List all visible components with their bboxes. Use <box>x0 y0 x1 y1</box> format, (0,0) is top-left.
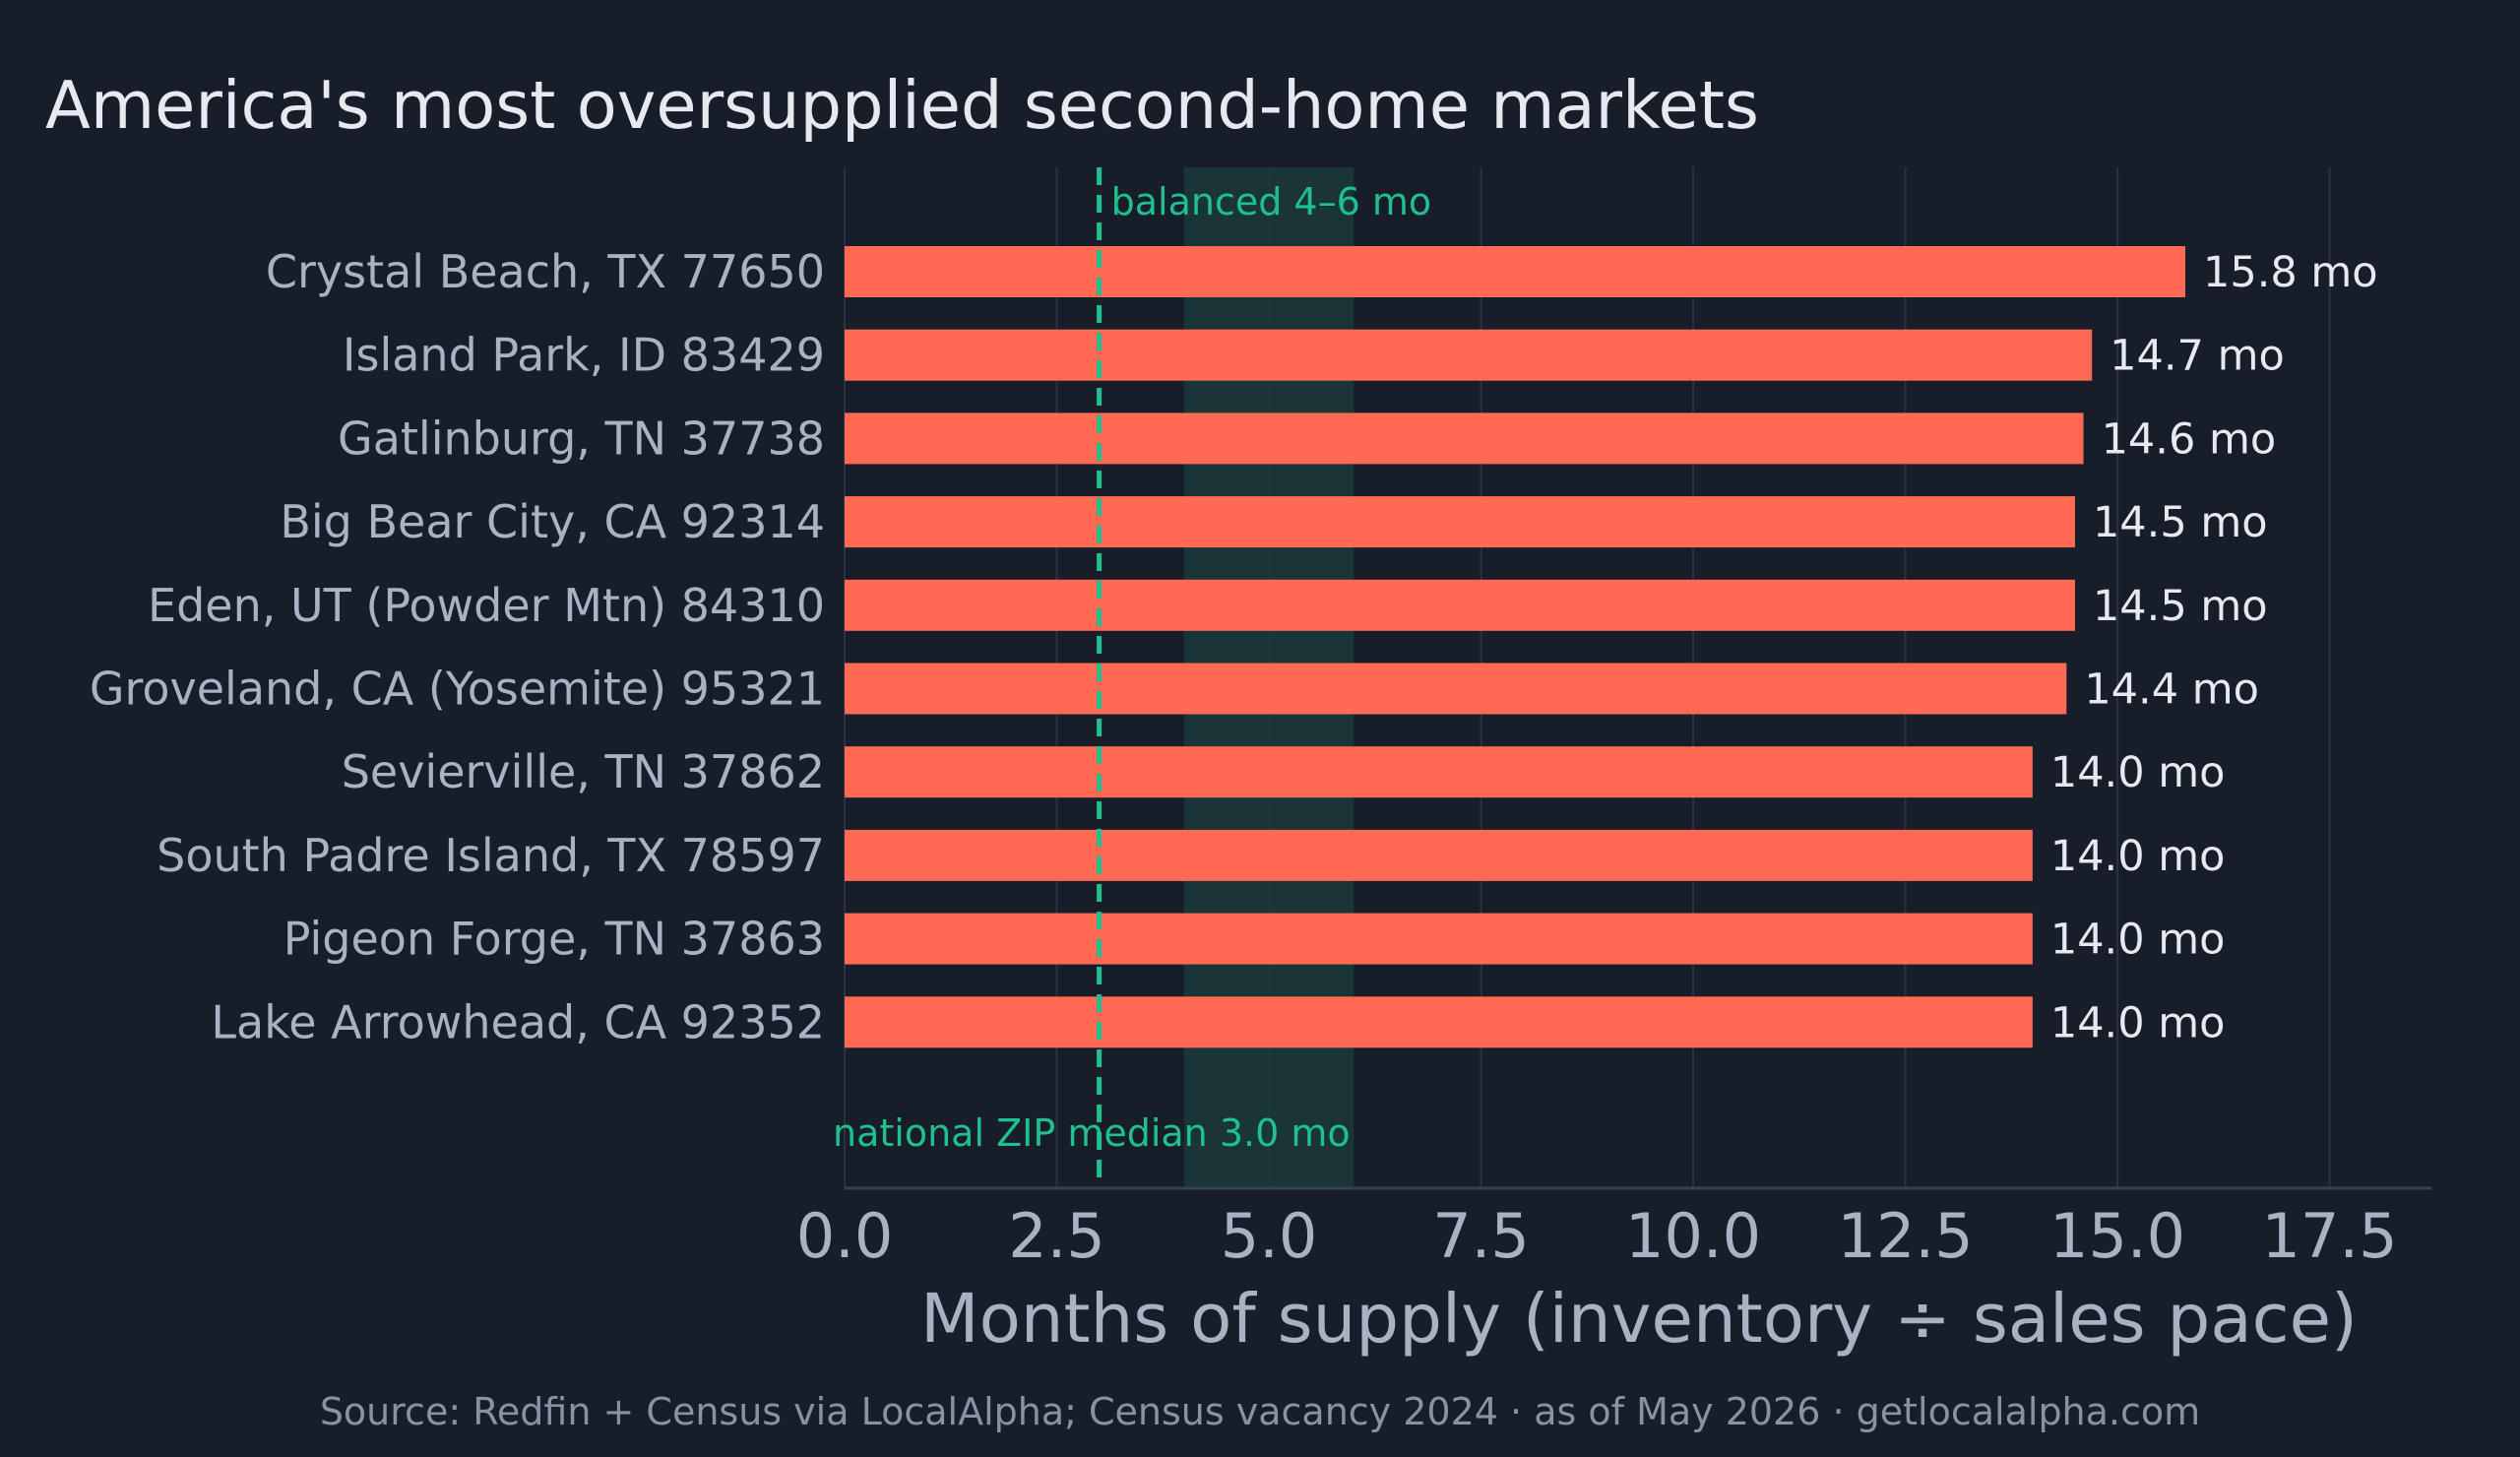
bar <box>845 496 2075 548</box>
value-label: 14.5 mo <box>2093 498 2268 547</box>
category-label: Crystal Beach, TX 77650 <box>266 245 825 298</box>
value-label: 14.0 mo <box>2050 832 2226 881</box>
value-label: 15.8 mo <box>2203 248 2378 297</box>
bar-row: South Padre Island, TX 78597 14.0 mo <box>157 829 2225 882</box>
bar-row: Big Bear City, CA 92314 14.5 mo <box>280 495 2267 548</box>
x-tick-label: 17.5 <box>2262 1200 2398 1272</box>
source-note: Source: Redfin + Census via LocalAlpha; … <box>320 1390 2200 1433</box>
category-label: Eden, UT (Powder Mtn) 84310 <box>148 579 825 632</box>
value-label: 14.0 mo <box>2050 998 2226 1047</box>
value-label: 14.5 mo <box>2093 582 2268 631</box>
value-label: 14.0 mo <box>2050 748 2226 797</box>
bar-row: Crystal Beach, TX 77650 15.8 mo <box>266 245 2378 298</box>
x-tick-label: 7.5 <box>1432 1200 1530 1272</box>
median-reference-label: national ZIP median 3.0 mo <box>833 1111 1351 1155</box>
x-tick-label: 12.5 <box>1838 1200 1974 1272</box>
category-label: Big Bear City, CA 92314 <box>280 495 825 548</box>
bar <box>845 663 2067 715</box>
balanced-band-label: balanced 4–6 mo <box>1111 180 1432 223</box>
bars: Crystal Beach, TX 77650 15.8 mo Island Par… <box>90 245 2378 1048</box>
bar-row: Groveland, CA (Yosemite) 95321 14.4 mo <box>90 663 2259 716</box>
category-label: Gatlinburg, TN 37738 <box>338 412 825 465</box>
bar <box>845 746 2033 798</box>
value-label: 14.7 mo <box>2110 332 2285 381</box>
category-label: Lake Arrowhead, CA 92352 <box>211 995 825 1048</box>
bar <box>845 329 2093 381</box>
category-label: Sevierville, TN 37862 <box>342 745 825 798</box>
bar-row: Island Park, ID 83429 14.7 mo <box>343 329 2285 382</box>
category-label: South Padre Island, TX 78597 <box>157 829 825 882</box>
bar-row: Lake Arrowhead, CA 92352 14.0 mo <box>211 995 2225 1048</box>
x-tick-label: 10.0 <box>1625 1200 1761 1272</box>
bar-row: Eden, UT (Powder Mtn) 84310 14.5 mo <box>148 579 2268 632</box>
x-tick-label: 15.0 <box>2049 1200 2185 1272</box>
bar <box>845 913 2033 965</box>
value-label: 14.6 mo <box>2102 414 2277 464</box>
bar <box>845 829 2033 881</box>
x-tick-label: 0.0 <box>796 1200 894 1272</box>
bar-row: Sevierville, TN 37862 14.0 mo <box>342 745 2226 798</box>
x-tick-label: 2.5 <box>1008 1200 1105 1272</box>
chart-title: America's most oversupplied second-home … <box>45 67 1759 144</box>
category-label: Pigeon Forge, TN 37863 <box>284 913 825 966</box>
bar <box>845 246 2186 297</box>
x-axis-label: Months of supply (inventory ÷ sales pace… <box>920 1280 2358 1359</box>
bar <box>845 996 2033 1048</box>
value-label: 14.0 mo <box>2050 916 2226 965</box>
bar <box>845 579 2075 631</box>
category-label: Groveland, CA (Yosemite) 95321 <box>90 663 825 716</box>
category-label: Island Park, ID 83429 <box>343 329 825 382</box>
value-label: 14.4 mo <box>2084 665 2259 715</box>
x-tick-label: 5.0 <box>1221 1200 1318 1272</box>
x-axis-ticks: 0.0 2.5 5.0 7.5 10.0 12.5 15.0 17.5 <box>796 1200 2398 1272</box>
bar-row: Gatlinburg, TN 37738 14.6 mo <box>338 412 2276 465</box>
bar-row: Pigeon Forge, TN 37863 14.0 mo <box>284 913 2226 966</box>
bar <box>845 412 2084 465</box>
